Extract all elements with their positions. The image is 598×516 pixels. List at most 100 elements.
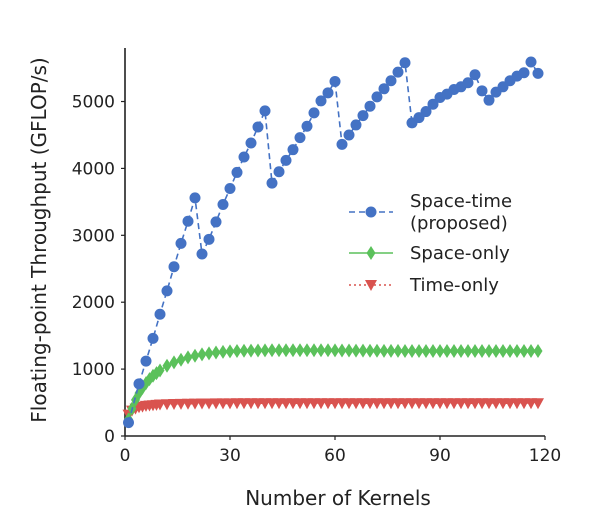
space-time-point (140, 355, 152, 367)
x-tick-label: 60 (324, 446, 346, 466)
legend-marker (366, 246, 376, 260)
space-time-point (399, 57, 411, 69)
space-only-point (512, 344, 522, 359)
space-only-point (442, 344, 452, 359)
space-time-point (385, 75, 397, 87)
space-only-point (449, 344, 459, 359)
space-only-point (519, 344, 529, 359)
legend-label: Space-only (410, 243, 510, 264)
space-only-point (246, 343, 256, 358)
legend-marker (365, 280, 377, 291)
space-time-point (266, 177, 278, 189)
space-only-point (484, 344, 494, 359)
space-only-point (295, 343, 305, 358)
space-time-point (371, 91, 383, 103)
space-only-point (393, 343, 403, 358)
space-time-point (273, 166, 285, 178)
space-only-series (124, 343, 543, 427)
space-time-point (224, 182, 236, 194)
space-only-point (533, 344, 543, 359)
space-only-point (169, 355, 179, 370)
time-only-line (127, 402, 538, 416)
space-time-point (133, 378, 145, 390)
space-only-point (288, 343, 298, 358)
x-axis-title: Number of Kernels (245, 486, 431, 510)
space-only-point (456, 344, 466, 359)
y-axis-title: Floating-point Throughput (GFLOP/s) (27, 57, 51, 422)
space-only-point (253, 343, 263, 358)
space-only-point (239, 343, 249, 358)
space-time-point (518, 67, 530, 79)
legend-item-time-only: Time-only (349, 275, 499, 296)
space-only-point (414, 344, 424, 359)
plot-area (122, 56, 544, 429)
space-time-point (168, 261, 180, 273)
space-time-point (287, 144, 299, 156)
space-time-point (483, 94, 495, 106)
space-time-point (476, 85, 488, 97)
space-only-point (323, 343, 333, 358)
legend-marker (365, 206, 377, 218)
space-only-point (400, 343, 410, 358)
tick-labels: 0 30 60 90 120 0 1000 2000 3000 4000 5000 (72, 93, 561, 466)
space-only-point (218, 344, 228, 359)
x-tick-label: 120 (529, 446, 561, 466)
space-time-point (350, 119, 362, 131)
space-time-point (154, 308, 166, 320)
space-time-point (161, 285, 173, 297)
time-only-series (122, 398, 544, 421)
space-time-point (392, 66, 404, 78)
space-only-point (386, 343, 396, 358)
space-time-point (357, 110, 369, 122)
space-only-point (337, 343, 347, 358)
space-only-point (435, 344, 445, 359)
space-time-point (525, 56, 537, 68)
space-time-point (294, 132, 306, 144)
space-time-point (203, 233, 215, 245)
space-only-point (470, 344, 480, 359)
y-tick-label: 0 (104, 427, 115, 447)
space-only-point (330, 343, 340, 358)
y-tick-label: 1000 (72, 360, 115, 380)
space-time-point (427, 98, 439, 110)
space-only-point (463, 344, 473, 359)
x-tick-label: 90 (429, 446, 451, 466)
space-time-point (420, 106, 432, 118)
space-only-point (260, 343, 270, 358)
y-tick-label: 2000 (72, 293, 115, 313)
space-only-point (491, 344, 501, 359)
space-time-point (462, 77, 474, 89)
space-time-point (329, 75, 341, 87)
space-only-point (498, 344, 508, 359)
x-tick-label: 30 (219, 446, 241, 466)
space-time-point (123, 417, 134, 429)
time-only-point (532, 398, 544, 410)
space-time-point (322, 87, 334, 99)
legend-label: Time-only (409, 275, 499, 296)
space-time-point (210, 216, 222, 228)
space-only-point (155, 363, 165, 378)
legend-label: Space-time (proposed) (410, 191, 512, 234)
space-time-point (315, 95, 327, 107)
space-only-point (316, 343, 326, 358)
space-only-point (365, 343, 375, 358)
space-time-point (147, 332, 159, 344)
space-only-point (372, 343, 382, 358)
space-only-point (302, 343, 312, 358)
space-time-point (217, 199, 229, 211)
space-only-point (211, 345, 221, 360)
space-time-point (231, 166, 243, 178)
space-only-point (477, 344, 487, 359)
space-only-point (176, 352, 186, 367)
space-time-point (280, 154, 292, 166)
legend-item-space-time: Space-time (proposed) (349, 191, 512, 234)
space-only-point (225, 344, 235, 359)
space-only-point (358, 343, 368, 358)
axes (124, 48, 545, 437)
space-only-point (162, 358, 172, 373)
space-only-point (407, 343, 417, 358)
space-time-point (182, 215, 194, 227)
space-time-point (343, 129, 355, 141)
